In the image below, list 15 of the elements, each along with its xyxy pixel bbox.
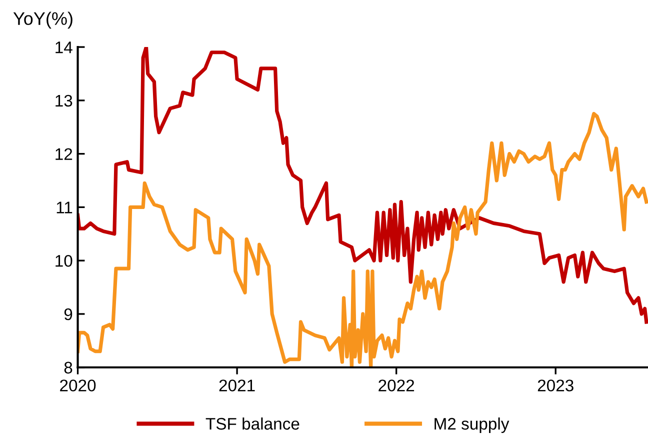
y-tick-label: 10 — [56, 254, 72, 267]
legend-label: M2 supply — [434, 417, 510, 433]
y-tick-label: 12 — [56, 148, 72, 160]
y-tick-label: 11 — [56, 202, 72, 214]
x-tick-label: 2023 — [538, 380, 574, 392]
y-tick-label: 9 — [64, 308, 72, 320]
legend-label: TSF balance — [206, 417, 300, 430]
line-series — [78, 47, 648, 324]
x-tick-label: 2021 — [219, 380, 255, 392]
y-tick-label: 8 — [64, 362, 72, 374]
y-tick-label: 14 — [56, 42, 72, 54]
y-axis-title: YoY(%) — [13, 12, 72, 29]
y-tick-label: 13 — [56, 94, 72, 107]
x-tick-label: 2022 — [378, 380, 414, 392]
x-tick-label: 2020 — [60, 380, 96, 392]
